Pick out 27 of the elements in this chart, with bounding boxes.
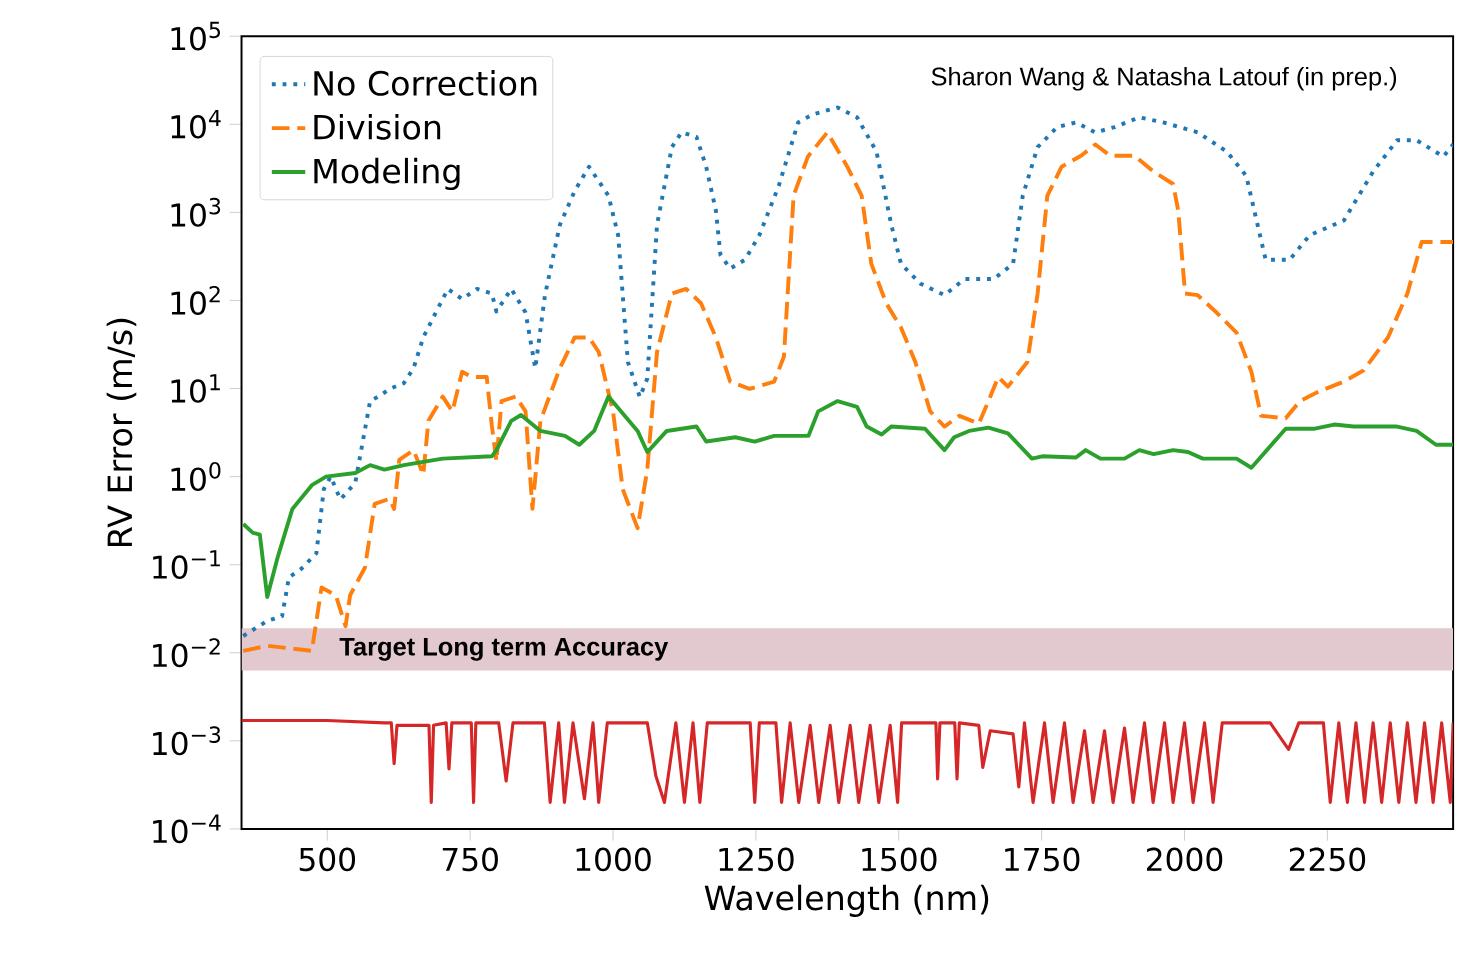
x-tick-label: 500 [299,847,356,872]
y-axis-title: RV Error (m/s) [106,318,137,546]
x-tick-label: 1750 [1005,847,1080,872]
legend-label: No Correction [314,70,537,96]
y-tick-label: 10$^{1}$ [171,374,220,403]
band-label: Target Long term Accuracy [339,637,669,661]
y-tick-label: 10$^{4}$ [171,109,221,139]
y-tick-label: 10$^{−2}$ [153,638,220,668]
legend-label: Modeling [314,157,460,190]
x-tick-label: 750 [442,847,498,872]
annotation: Sharon Wang & Natasha Latouf (in prep.) [931,66,1397,91]
x-tick-label: 1500 [862,847,937,872]
y-tick-label: 10$^{5}$ [171,21,220,51]
x-axis-title: Wavelength (nm) [704,884,989,917]
x-tick-label: 2000 [1146,847,1223,872]
y-tick-label: 10$^{−1}$ [153,550,220,579]
y-tick-label: 10$^{−3}$ [153,726,221,756]
x-tick-label: 1000 [576,847,651,872]
y-tick-label: 10$^{3}$ [171,197,221,227]
y-tick-label: 10$^{−4}$ [153,814,221,844]
legend-label: Division [314,113,441,140]
x-tick-label: 2250 [1289,847,1366,872]
y-tick-label: 10$^{2}$ [171,285,220,315]
line-series [241,394,1454,599]
y-tick-label: 10$^{0}$ [171,462,221,491]
x-tick-label: 1250 [719,847,794,872]
line-series [241,718,1454,804]
